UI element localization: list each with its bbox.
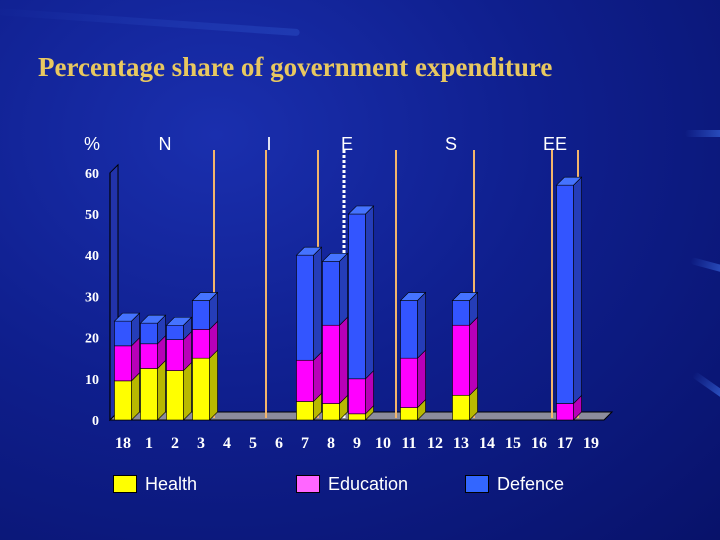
bar-health-side (209, 349, 218, 421)
group-label: E (341, 134, 353, 154)
bar-education (400, 357, 418, 408)
bar-health (192, 357, 210, 421)
bar-education-side (469, 316, 478, 397)
x-tick-label: 12 (427, 435, 443, 452)
x-tick-label: 17 (557, 435, 573, 452)
bar-defence (166, 324, 184, 340)
bar-defence (192, 300, 210, 330)
bar-defence-side (365, 205, 374, 380)
bar-health (452, 394, 470, 421)
y-tick-label: 20 (85, 332, 99, 347)
bar-defence (140, 322, 158, 345)
bar-health-side (183, 361, 192, 421)
bar-top-face (165, 316, 193, 326)
bar-top-face (347, 205, 375, 215)
bar-defence-side (573, 176, 582, 405)
x-tick-label: 3 (197, 435, 205, 452)
legend-item-defence: Defence (465, 473, 564, 495)
bar-defence (556, 184, 574, 404)
bar-education-side (313, 351, 322, 403)
y-tick-label: 50 (85, 208, 99, 223)
bar-defence (114, 320, 132, 347)
bar-education-side (339, 316, 348, 405)
bar-top-face (139, 314, 167, 324)
x-tick-label: 10 (375, 435, 391, 452)
page-title: Percentage share of government expenditu… (38, 52, 553, 82)
x-tick-label: 8 (327, 435, 335, 452)
bar-health (296, 401, 314, 421)
group-label: S (445, 134, 457, 154)
bar-defence-side (339, 252, 348, 326)
x-tick-label: 15 (505, 435, 521, 452)
decorative-streak (685, 130, 720, 137)
bar-education (192, 329, 210, 359)
y-tick-label: 30 (85, 290, 99, 305)
x-tick-label: 6 (275, 435, 283, 452)
x-tick-label: 13 (453, 435, 469, 452)
bar-education (556, 403, 574, 421)
bar-education-side (417, 349, 426, 409)
y-tick-label: 0 (92, 414, 99, 429)
bar-top-face (295, 246, 323, 256)
legend-swatch-health (113, 475, 137, 493)
bar-defence-side (313, 246, 322, 361)
y-tick-label: 60 (85, 167, 99, 182)
x-tick-label: 16 (531, 435, 547, 452)
x-tick-label: 2 (171, 435, 179, 452)
bar-health (348, 413, 366, 421)
bar-education (322, 324, 340, 404)
bar-defence (452, 300, 470, 326)
x-tick-label: 18 (115, 435, 131, 452)
bar-defence (400, 300, 418, 359)
x-tick-label: 7 (301, 435, 309, 452)
bar-health (114, 380, 132, 421)
legend-swatch-education (296, 475, 320, 493)
bar-top-face (191, 292, 219, 301)
bar-top-face (321, 253, 349, 262)
x-tick-label: 1 (145, 435, 153, 452)
legend-swatch-defence (465, 475, 489, 493)
group-label: % (84, 134, 100, 154)
x-tick-label: 5 (249, 435, 257, 452)
bar-top-face (399, 292, 427, 301)
bar-defence (322, 261, 340, 326)
x-tick-label: 11 (401, 435, 416, 452)
y-tick-label: 10 (85, 373, 99, 388)
bar-education (166, 339, 184, 371)
bar-education (452, 324, 470, 396)
bar-defence-side (417, 291, 426, 359)
bar-defence (348, 213, 366, 380)
x-tick-label: 19 (583, 435, 599, 452)
group-label: N (159, 134, 172, 154)
group-label: I (266, 134, 271, 154)
bar-health (322, 403, 340, 421)
bar-top-face (555, 176, 583, 186)
bar-top-face (451, 292, 479, 301)
x-tick-label: 4 (223, 435, 231, 452)
group-label: EE (543, 134, 567, 154)
bar-defence (296, 254, 314, 361)
legend-label-health: Health (145, 473, 198, 494)
bar-top-face (113, 312, 141, 322)
bar-health (140, 368, 158, 421)
x-tick-label: 14 (479, 435, 495, 452)
bar-health (166, 370, 184, 421)
legend-label-education: Education (328, 473, 409, 494)
legend-item-education: Education (296, 473, 408, 495)
bar-education (348, 378, 366, 415)
legend-label-defence: Defence (497, 473, 565, 494)
bar-education (140, 343, 158, 369)
y-tick-label: 40 (85, 249, 99, 264)
bar-health-side (157, 359, 166, 421)
bar-education (114, 345, 132, 382)
x-tick-label: 9 (353, 435, 361, 452)
legend-item-health: Health (113, 473, 197, 495)
bar-health (400, 407, 418, 421)
bar-education (296, 359, 314, 402)
